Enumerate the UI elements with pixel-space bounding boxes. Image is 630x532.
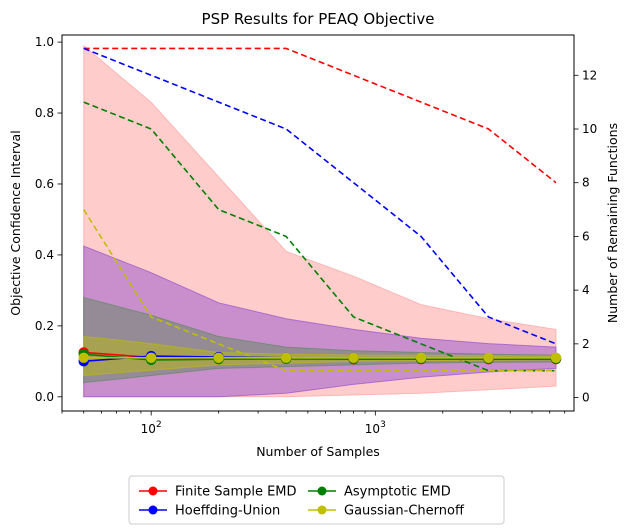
- gaussian-chernoff-point: [146, 353, 156, 363]
- y-right-tick-label: 2: [582, 337, 590, 351]
- x-tick-label: 102: [141, 420, 162, 436]
- legend-label: Finite Sample EMD: [175, 485, 297, 500]
- y-left-tick-label: 0.8: [35, 106, 54, 120]
- gaussian-chernoff-point: [416, 353, 426, 363]
- legend-swatch-marker: [149, 487, 158, 496]
- y-right-tick-label: 0: [582, 391, 590, 405]
- y-left-tick-label: 0.2: [35, 319, 54, 333]
- gaussian-chernoff-point: [281, 353, 291, 363]
- y-left-tick-label: 0.6: [35, 177, 54, 191]
- gaussian-chernoff-point: [483, 353, 493, 363]
- y-right-tick-label: 12: [582, 68, 597, 82]
- y-right-tick-label: 6: [582, 229, 590, 243]
- y-left-tick-label: 0.4: [35, 248, 54, 262]
- x-axis: 102 103: [62, 411, 565, 436]
- legend-label: Hoeffding-Union: [175, 504, 280, 519]
- legend-label: Gaussian-Chernoff: [344, 504, 465, 519]
- y-left-tick-label: 0.0: [35, 390, 54, 404]
- gaussian-chernoff-point: [348, 353, 358, 363]
- gaussian-chernoff-point: [213, 353, 223, 363]
- legend-swatch-marker: [318, 487, 327, 496]
- legend-swatch-marker: [149, 506, 158, 515]
- y-axis-left: 0.0 0.2 0.4 0.6 0.8 1.0: [35, 35, 62, 404]
- confidence-bands: [84, 46, 556, 397]
- y-right-tick-label: 4: [582, 283, 590, 297]
- chart-title: PSP Results for PEAQ Objective: [202, 10, 435, 28]
- legend-swatch-marker: [318, 506, 327, 515]
- y-axis-right-label: Number of Remaining Functions: [605, 123, 620, 323]
- y-left-tick-label: 1.0: [35, 35, 54, 49]
- legend: Finite Sample EMD Hoeffding-Union Asymptot…: [129, 476, 504, 524]
- y-right-tick-label: 8: [582, 176, 590, 190]
- gaussian-chernoff-point: [79, 353, 89, 363]
- gaussian-chernoff-point: [551, 353, 561, 363]
- x-tick-label: 103: [365, 420, 386, 436]
- x-axis-label: Number of Samples: [256, 444, 380, 459]
- legend-label: Asymptotic EMD: [344, 485, 451, 500]
- y-axis-right: 0 2 4 6 8 10 12: [574, 68, 597, 404]
- y-right-tick-label: 10: [582, 122, 597, 136]
- y-axis-left-label: Objective Confidence Interval: [8, 130, 23, 315]
